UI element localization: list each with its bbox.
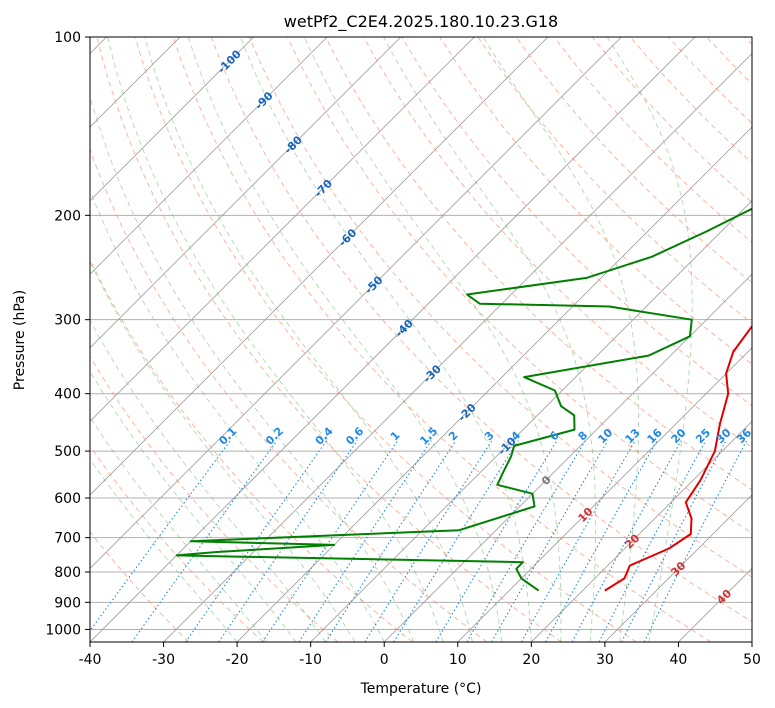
mixing-ratio-line: [435, 440, 558, 642]
dry-adiabat: [515, 37, 752, 284]
dry-adiabat: [210, 37, 752, 623]
x-tick-label: -30: [152, 652, 175, 668]
isotherm-line: [90, 37, 622, 570]
y-tick-label: 800: [54, 565, 81, 581]
grid-layer: [90, 37, 752, 642]
y-tick-label: 300: [54, 313, 81, 329]
plot-frame: [89, 36, 753, 643]
y-tick-label: 600: [54, 491, 81, 507]
dry-adiabat: [286, 37, 752, 534]
mixing-ratio-line: [491, 440, 609, 642]
mixing-ratio-line: [298, 440, 432, 642]
moist-adiabat: [90, 370, 297, 642]
dry-adiabat: [90, 531, 190, 642]
x-axis-label: Temperature (°C): [360, 681, 482, 697]
isotherm-line: [90, 37, 402, 349]
isotherm-line: [90, 37, 475, 422]
moist-adiabat: [90, 260, 356, 642]
mixing-ratio-line: [521, 440, 636, 642]
dry-adiabat: [248, 37, 752, 578]
mixing-ratio-line: [131, 440, 278, 642]
x-tick-label: 10: [449, 652, 467, 668]
dry-adiabat: [172, 37, 712, 642]
temperature-profile: [604, 324, 752, 592]
mixing-ratio-line: [393, 440, 519, 642]
axis-layer: -40 -30 -20 -10 0 10 20 30 40 50 100 200 300 400 500 60…: [45, 30, 761, 668]
y-tick-label: 400: [54, 387, 81, 403]
moist-adiabat: [303, 37, 562, 642]
y-tick-label: 200: [54, 208, 81, 224]
isotherm-line: [90, 37, 549, 496]
x-tick-label: 0: [380, 652, 389, 668]
mixing-ratio-line: [218, 440, 358, 642]
mixing-ratio-line: [643, 440, 748, 642]
y-tick-label: 1000: [45, 622, 81, 638]
isotherm-line: [236, 126, 752, 642]
moist-adiabat: [606, 37, 693, 642]
isotherm-line: [751, 641, 752, 642]
isotherm-line: [531, 420, 752, 642]
chart-title: wetPf2_C2E4.2025.180.10.23.G18: [284, 12, 558, 32]
isotherm-line: [604, 494, 752, 642]
isotherm-line: [383, 273, 752, 642]
mixing-ratio-line: [545, 440, 658, 642]
isotherm-line: [90, 37, 328, 275]
dewpoint-profile: [175, 207, 752, 592]
moist-adiabat: [383, 37, 597, 642]
x-tick-label: -40: [79, 652, 102, 668]
mixing-ratio-line: [571, 440, 682, 642]
x-tick-label: 20: [522, 652, 540, 668]
y-axis-label: Pressure (hPa): [12, 290, 28, 390]
mixing-ratio-line: [262, 440, 399, 642]
moist-adiabat: [107, 37, 444, 642]
plot-background: [90, 37, 752, 642]
moist-adiabat: [90, 416, 267, 642]
moist-adiabat: [90, 458, 238, 642]
x-tick-label: 30: [596, 652, 614, 668]
x-tick-label: 40: [670, 652, 688, 668]
mixing-ratio-line: [466, 440, 586, 642]
dry-adiabat: [96, 37, 562, 642]
y-tick-label: 100: [54, 30, 81, 46]
dry-adiabat: [90, 148, 488, 642]
isotherm-line: [163, 52, 752, 642]
x-tick-label: -10: [299, 652, 322, 668]
moist-adiabat: [482, 37, 640, 642]
dry-adiabat: [90, 355, 339, 642]
moist-adiabat: [144, 37, 473, 642]
dry-adiabat: [401, 37, 752, 407]
mixing-ratio-line: [364, 440, 493, 642]
moist-adiabat: [90, 189, 385, 642]
y-tick-label: 900: [54, 595, 81, 611]
dry-adiabat: [134, 37, 637, 642]
x-tick-label: -20: [226, 652, 249, 668]
isotherm-line: [90, 37, 254, 202]
dry-adiabat: [90, 445, 264, 642]
moist-adiabat: [90, 94, 415, 642]
mixing-ratio-line: [185, 440, 328, 642]
y-tick-label: 500: [54, 444, 81, 460]
series-layer: [175, 207, 752, 592]
y-tick-label: 700: [54, 531, 81, 547]
dry-adiabat: [439, 37, 752, 365]
dry-adiabat: [90, 258, 413, 642]
moist-adiabat: [187, 37, 503, 642]
mixing-ratio-line: [90, 440, 231, 632]
x-tick-label: 50: [743, 652, 761, 668]
mixing-ratio-line: [325, 440, 457, 642]
isotherm-line: [457, 347, 752, 642]
